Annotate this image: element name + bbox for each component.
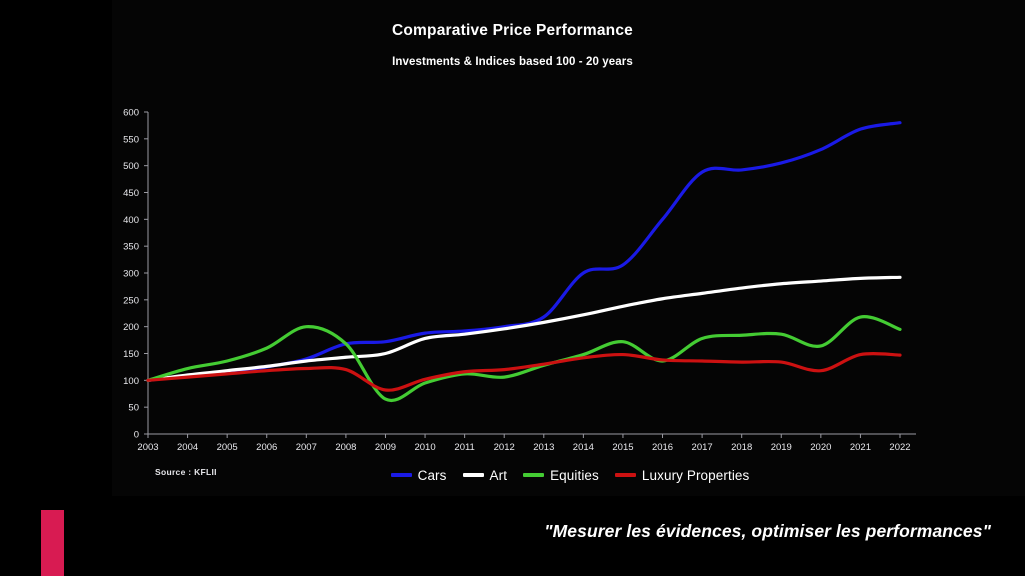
accent-bar: [41, 510, 64, 576]
source-note: Source : KFLII: [155, 467, 217, 477]
legend-label: Cars: [417, 467, 447, 483]
chart-panel: [112, 0, 1025, 496]
legend-swatch-icon: [614, 473, 636, 477]
legend-label: Art: [489, 467, 508, 483]
legend-swatch-icon: [462, 473, 484, 477]
legend-swatch-icon: [390, 473, 412, 477]
chart-title: Comparative Price Performance: [392, 22, 633, 39]
legend-item-cars[interactable]: Cars: [390, 467, 447, 483]
legend-item-art[interactable]: Art: [462, 467, 508, 483]
legend-label: Equities: [550, 467, 599, 483]
legend-label: Luxury Properties: [641, 467, 750, 483]
tagline: "Mesurer les évidences, optimiser les pe…: [544, 521, 991, 541]
chart-legend: Cars Art Equities Luxury Properties: [360, 464, 780, 486]
legend-swatch-icon: [523, 473, 545, 477]
chart-subtitle: Investments & Indices based 100 - 20 yea…: [392, 56, 633, 68]
legend-item-luxury-properties[interactable]: Luxury Properties: [614, 467, 750, 483]
legend-item-equities[interactable]: Equities: [523, 468, 599, 483]
